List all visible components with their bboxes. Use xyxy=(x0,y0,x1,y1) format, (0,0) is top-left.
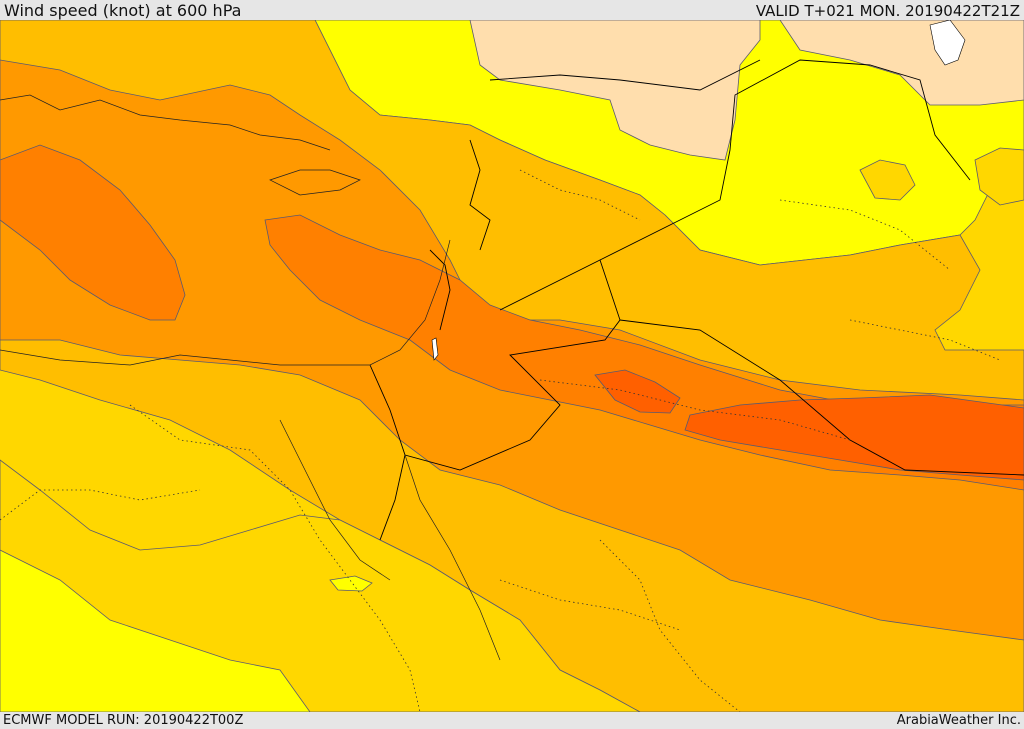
coastlines xyxy=(0,94,501,661)
map-canvas xyxy=(0,20,1024,712)
header-bar: Wind speed (knot) at 600 hPa VALID T+021… xyxy=(0,0,1024,20)
wind-band-yellow-south xyxy=(0,549,311,712)
wind-band-dark-orange-west xyxy=(0,144,186,321)
dead-sea xyxy=(431,337,439,361)
wind-band-red-orange-east xyxy=(684,394,1024,481)
country-borders xyxy=(369,59,1024,541)
map-title: Wind speed (knot) at 600 hPa xyxy=(4,1,242,20)
wind-speed-map xyxy=(0,20,1024,712)
wind-band-gold-northeast-patch xyxy=(974,147,1024,206)
wind-band-red-orange-small xyxy=(594,369,681,414)
footer-bar: ECMWF MODEL RUN: 20190422T00Z ArabiaWeat… xyxy=(0,712,1024,729)
wind-band-yellow-south-center xyxy=(329,575,373,592)
internal-boundaries xyxy=(0,169,1001,712)
credit-label: ArabiaWeather Inc. xyxy=(896,713,1021,728)
valid-time: VALID T+021 MON. 20190422T21Z xyxy=(755,2,1020,20)
model-run-label: ECMWF MODEL RUN: 20190422T00Z xyxy=(3,713,244,728)
caspian-sea xyxy=(929,20,966,66)
wind-band-lightest xyxy=(469,20,761,161)
wind-band-gold-north-patch xyxy=(859,159,916,201)
